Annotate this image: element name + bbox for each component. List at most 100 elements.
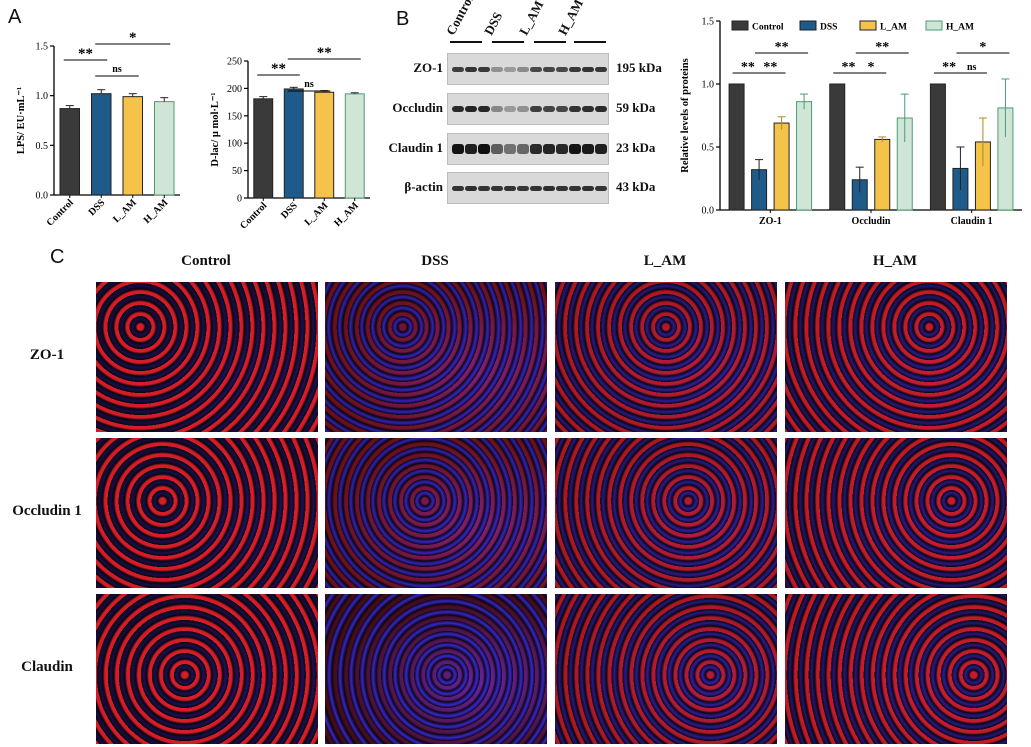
blot-band [478,144,490,154]
blot-band [504,106,516,112]
blot-band [478,106,490,112]
if-column-header: Control [181,253,231,269]
blot-protein-label: Occludin [392,100,443,115]
blot-kda-label: 59 kDa [616,100,656,115]
blot-kda-label: 195 kDa [616,60,662,75]
blot-kda-label: 43 kDa [616,179,656,194]
blot-band [452,106,464,112]
blot-band [452,144,464,154]
significance-label: ns [967,62,977,73]
blot-band [452,185,464,191]
lane-group-line [450,41,482,43]
x-tick-label: DSS [279,200,300,221]
significance-label: ns [112,64,122,75]
bar [253,98,274,199]
lane-group-line [574,41,606,43]
blot-band [582,144,594,154]
x-tick-label: Control [45,197,76,228]
panel-letter-b: B [396,8,410,30]
blot-band [530,185,542,191]
lane-label: L_AM [515,0,547,38]
y-tick-label: 150 [227,111,242,122]
bar [829,83,846,211]
dlac-bar-chart: 0 50 100 150 200 250 D-lac/ μ mol·L⁻¹ Control DS… [210,45,370,232]
blot-band [569,144,581,154]
x-tick-label: ZO-1 [759,216,782,227]
blot-band [491,106,503,112]
blot-band [595,185,607,191]
significance-label: ** [317,45,332,61]
y-tick-label: 0.0 [36,191,49,202]
bar [344,93,365,199]
blot-band [582,66,594,72]
blot-band [517,144,529,154]
bar [773,122,790,211]
bar [59,108,81,196]
if-panel: Control DSS L_AM H_AM ZO-1 Occludin 1 Claudin [0,250,1031,747]
legend-label: Control [752,23,784,33]
blot-band [569,185,581,191]
significance-label: ** [271,61,286,77]
if-row-header: Claudin [21,659,73,675]
blot-band [517,185,529,191]
lane-label: Control [442,0,477,38]
bar [874,138,891,211]
blot-band [530,66,542,72]
relative-protein-bar-chart: 0.0 0.5 1.0 1.5 Relative levels of proteins C… [680,17,1022,227]
if-micrograph [785,594,1007,744]
x-tick-label: Occludin [852,216,891,227]
blot-band [491,185,503,191]
x-tick-label: L_AM [111,197,139,225]
legend-swatch [925,20,943,31]
legend-label: DSS [820,23,837,33]
blot-band [504,66,516,72]
blot-band [478,185,490,191]
blot-band [517,66,529,72]
y-tick-label: 1.0 [702,80,715,91]
y-tick-label: 0.5 [36,141,49,152]
y-tick-label: 1.5 [36,42,49,53]
if-column-header: H_AM [872,253,918,269]
if-column-header: DSS [421,253,449,269]
if-micrograph [785,282,1007,432]
blot-band [543,185,555,191]
blot-band [530,144,542,154]
bar [728,83,745,211]
significance-label: ** [763,60,777,75]
if-micrograph [555,438,777,588]
blot-band [517,106,529,112]
y-tick-label: 1.0 [36,91,49,102]
blot-band [478,66,490,72]
if-micrograph [555,282,777,432]
y-tick-label: 100 [227,139,242,150]
blot-protein-label: β-actin [404,179,443,194]
blot-band [582,185,594,191]
legend-label: L_AM [880,23,907,33]
significance-label: * [979,40,986,55]
bar [90,93,112,196]
blot-band [595,144,607,154]
y-tick-label: 1.5 [702,17,715,28]
x-tick-label: H_AM [142,197,171,226]
blot-band [465,144,477,154]
if-micrograph [325,282,547,432]
y-axis-label: Relative levels of proteins [680,58,691,172]
blot-band [543,144,555,154]
x-tick-label: Control [238,200,269,231]
blot-kda-label: 23 kDa [616,140,656,155]
y-tick-label: 200 [227,84,242,95]
blot-band [582,106,594,112]
if-micrograph [325,594,547,744]
blot-strip [447,53,609,85]
legend-swatch [731,20,749,31]
y-tick-label: 0.5 [702,143,715,154]
blot-strip [447,172,609,204]
bar [929,83,946,211]
blot-band [556,144,568,154]
blot-band [504,185,516,191]
lane-group-line [492,41,524,43]
if-micrograph [96,594,318,744]
blot-band [530,106,542,112]
blot-band [452,66,464,72]
legend-swatch [859,20,877,31]
